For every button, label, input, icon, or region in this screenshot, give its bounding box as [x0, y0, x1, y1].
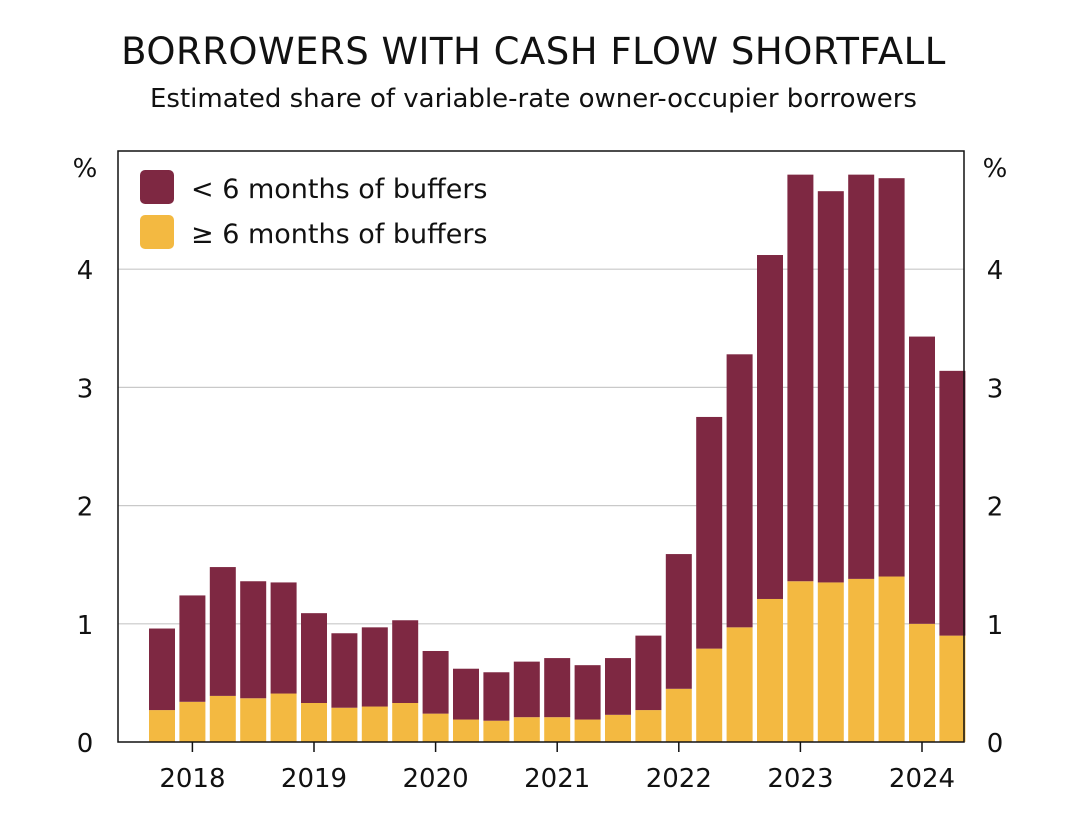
y-tick-label-left: 4	[77, 256, 94, 286]
bar-segment-under-6-months	[270, 582, 297, 694]
bar-segment-under-6-months	[726, 354, 753, 628]
bar-segment-6-plus-months	[726, 627, 753, 742]
y-tick-label-left: 0	[77, 729, 94, 759]
chart-subtitle: Estimated share of variable-rate owner-o…	[150, 84, 917, 114]
bar-segment-6-plus-months	[787, 581, 814, 742]
bar-segment-under-6-months	[665, 554, 692, 689]
bar-segment-6-plus-months	[179, 701, 206, 742]
bar-segment-under-6-months	[939, 370, 966, 636]
bar-segment-under-6-months	[513, 661, 540, 718]
y-tick-label-right: 3	[987, 374, 1004, 404]
x-tick-label: 2022	[646, 764, 712, 794]
bar-segment-under-6-months	[392, 620, 419, 703]
bar-segment-6-plus-months	[635, 710, 662, 742]
x-tick-label: 2021	[524, 764, 590, 794]
bar-segment-under-6-months	[179, 595, 206, 702]
bar-segment-under-6-months	[209, 567, 236, 696]
bar-segment-under-6-months	[544, 658, 571, 718]
bar-segment-under-6-months	[757, 255, 783, 599]
chart-title: BORROWERS WITH CASH FLOW SHORTFALL	[121, 30, 946, 73]
bar-segment-6-plus-months	[453, 719, 479, 742]
x-tick-label: 2024	[889, 764, 955, 794]
bar-segment-6-plus-months	[331, 707, 358, 742]
bar-segment-under-6-months	[605, 658, 631, 715]
y-tick-label-left: 2	[77, 493, 94, 523]
bar-segment-6-plus-months	[757, 598, 783, 742]
bar-segment-6-plus-months	[392, 702, 419, 742]
legend-swatch	[140, 170, 174, 204]
bar-segment-6-plus-months	[270, 693, 297, 742]
bar-segment-under-6-months	[696, 416, 723, 649]
y-tick-label-left: 3	[77, 374, 94, 404]
bar-segment-6-plus-months	[361, 706, 388, 742]
bar-segment-6-plus-months	[696, 648, 723, 742]
bar-segment-6-plus-months	[605, 714, 631, 742]
y-tick-label-right: 2	[987, 493, 1004, 523]
x-tick-label: 2019	[281, 764, 347, 794]
bar-segment-6-plus-months	[909, 623, 935, 742]
bar-segment-under-6-months	[149, 628, 175, 711]
legend: < 6 months of buffers ≥ 6 months of buffe…	[140, 170, 488, 250]
bar-segment-6-plus-months	[665, 688, 692, 742]
bar-segment-under-6-months	[848, 174, 875, 579]
y-tick-label-right: 1	[987, 611, 1004, 641]
bar-segment-under-6-months	[817, 191, 844, 583]
bar-segment-6-plus-months	[209, 695, 236, 742]
y-tick-label-right: 4	[987, 256, 1004, 286]
bar-segment-6-plus-months	[483, 720, 510, 742]
bar-segment-6-plus-months	[240, 698, 267, 742]
y-tick-label-left: 1	[77, 611, 94, 641]
legend-label: < 6 months of buffers	[191, 174, 488, 205]
bars	[149, 174, 966, 742]
legend-swatch	[140, 215, 174, 249]
x-tick-label: 2023	[767, 764, 833, 794]
y-axis-unit-left: %	[73, 154, 98, 184]
bar-segment-6-plus-months	[513, 717, 540, 742]
bar-segment-under-6-months	[787, 174, 814, 582]
bar-segment-under-6-months	[240, 581, 267, 699]
bar-segment-under-6-months	[361, 627, 388, 707]
bar-segment-6-plus-months	[149, 710, 175, 742]
bar-segment-6-plus-months	[817, 582, 844, 742]
bar-segment-6-plus-months	[422, 713, 449, 742]
bar-segment-6-plus-months	[574, 719, 601, 742]
plot-frame	[117, 150, 965, 743]
bar-segment-under-6-months	[301, 613, 327, 703]
bar-segment-under-6-months	[909, 336, 935, 624]
bar-segment-under-6-months	[574, 665, 601, 720]
x-tick-label: 2018	[159, 764, 225, 794]
bar-segment-under-6-months	[635, 635, 662, 711]
y-axis-unit-right: %	[983, 154, 1008, 184]
bar-segment-under-6-months	[331, 633, 358, 708]
y-tick-label-right: 0	[987, 729, 1004, 759]
bar-segment-6-plus-months	[878, 576, 905, 742]
bar-segment-6-plus-months	[301, 702, 327, 742]
legend-label: ≥ 6 months of buffers	[191, 219, 488, 250]
bar-segment-6-plus-months	[848, 578, 875, 742]
bar-segment-6-plus-months	[544, 717, 571, 742]
bar-segment-under-6-months	[878, 178, 905, 577]
axes: 0 0 1 1 2 2 3 3 4 4 2018 2019 2020 2021 2022 2023 2024	[77, 256, 1004, 794]
bar-segment-6-plus-months	[939, 635, 966, 742]
x-tick-label: 2020	[403, 764, 469, 794]
bar-segment-under-6-months	[453, 668, 479, 720]
bar-segment-under-6-months	[483, 672, 510, 721]
bar-segment-under-6-months	[422, 650, 449, 714]
